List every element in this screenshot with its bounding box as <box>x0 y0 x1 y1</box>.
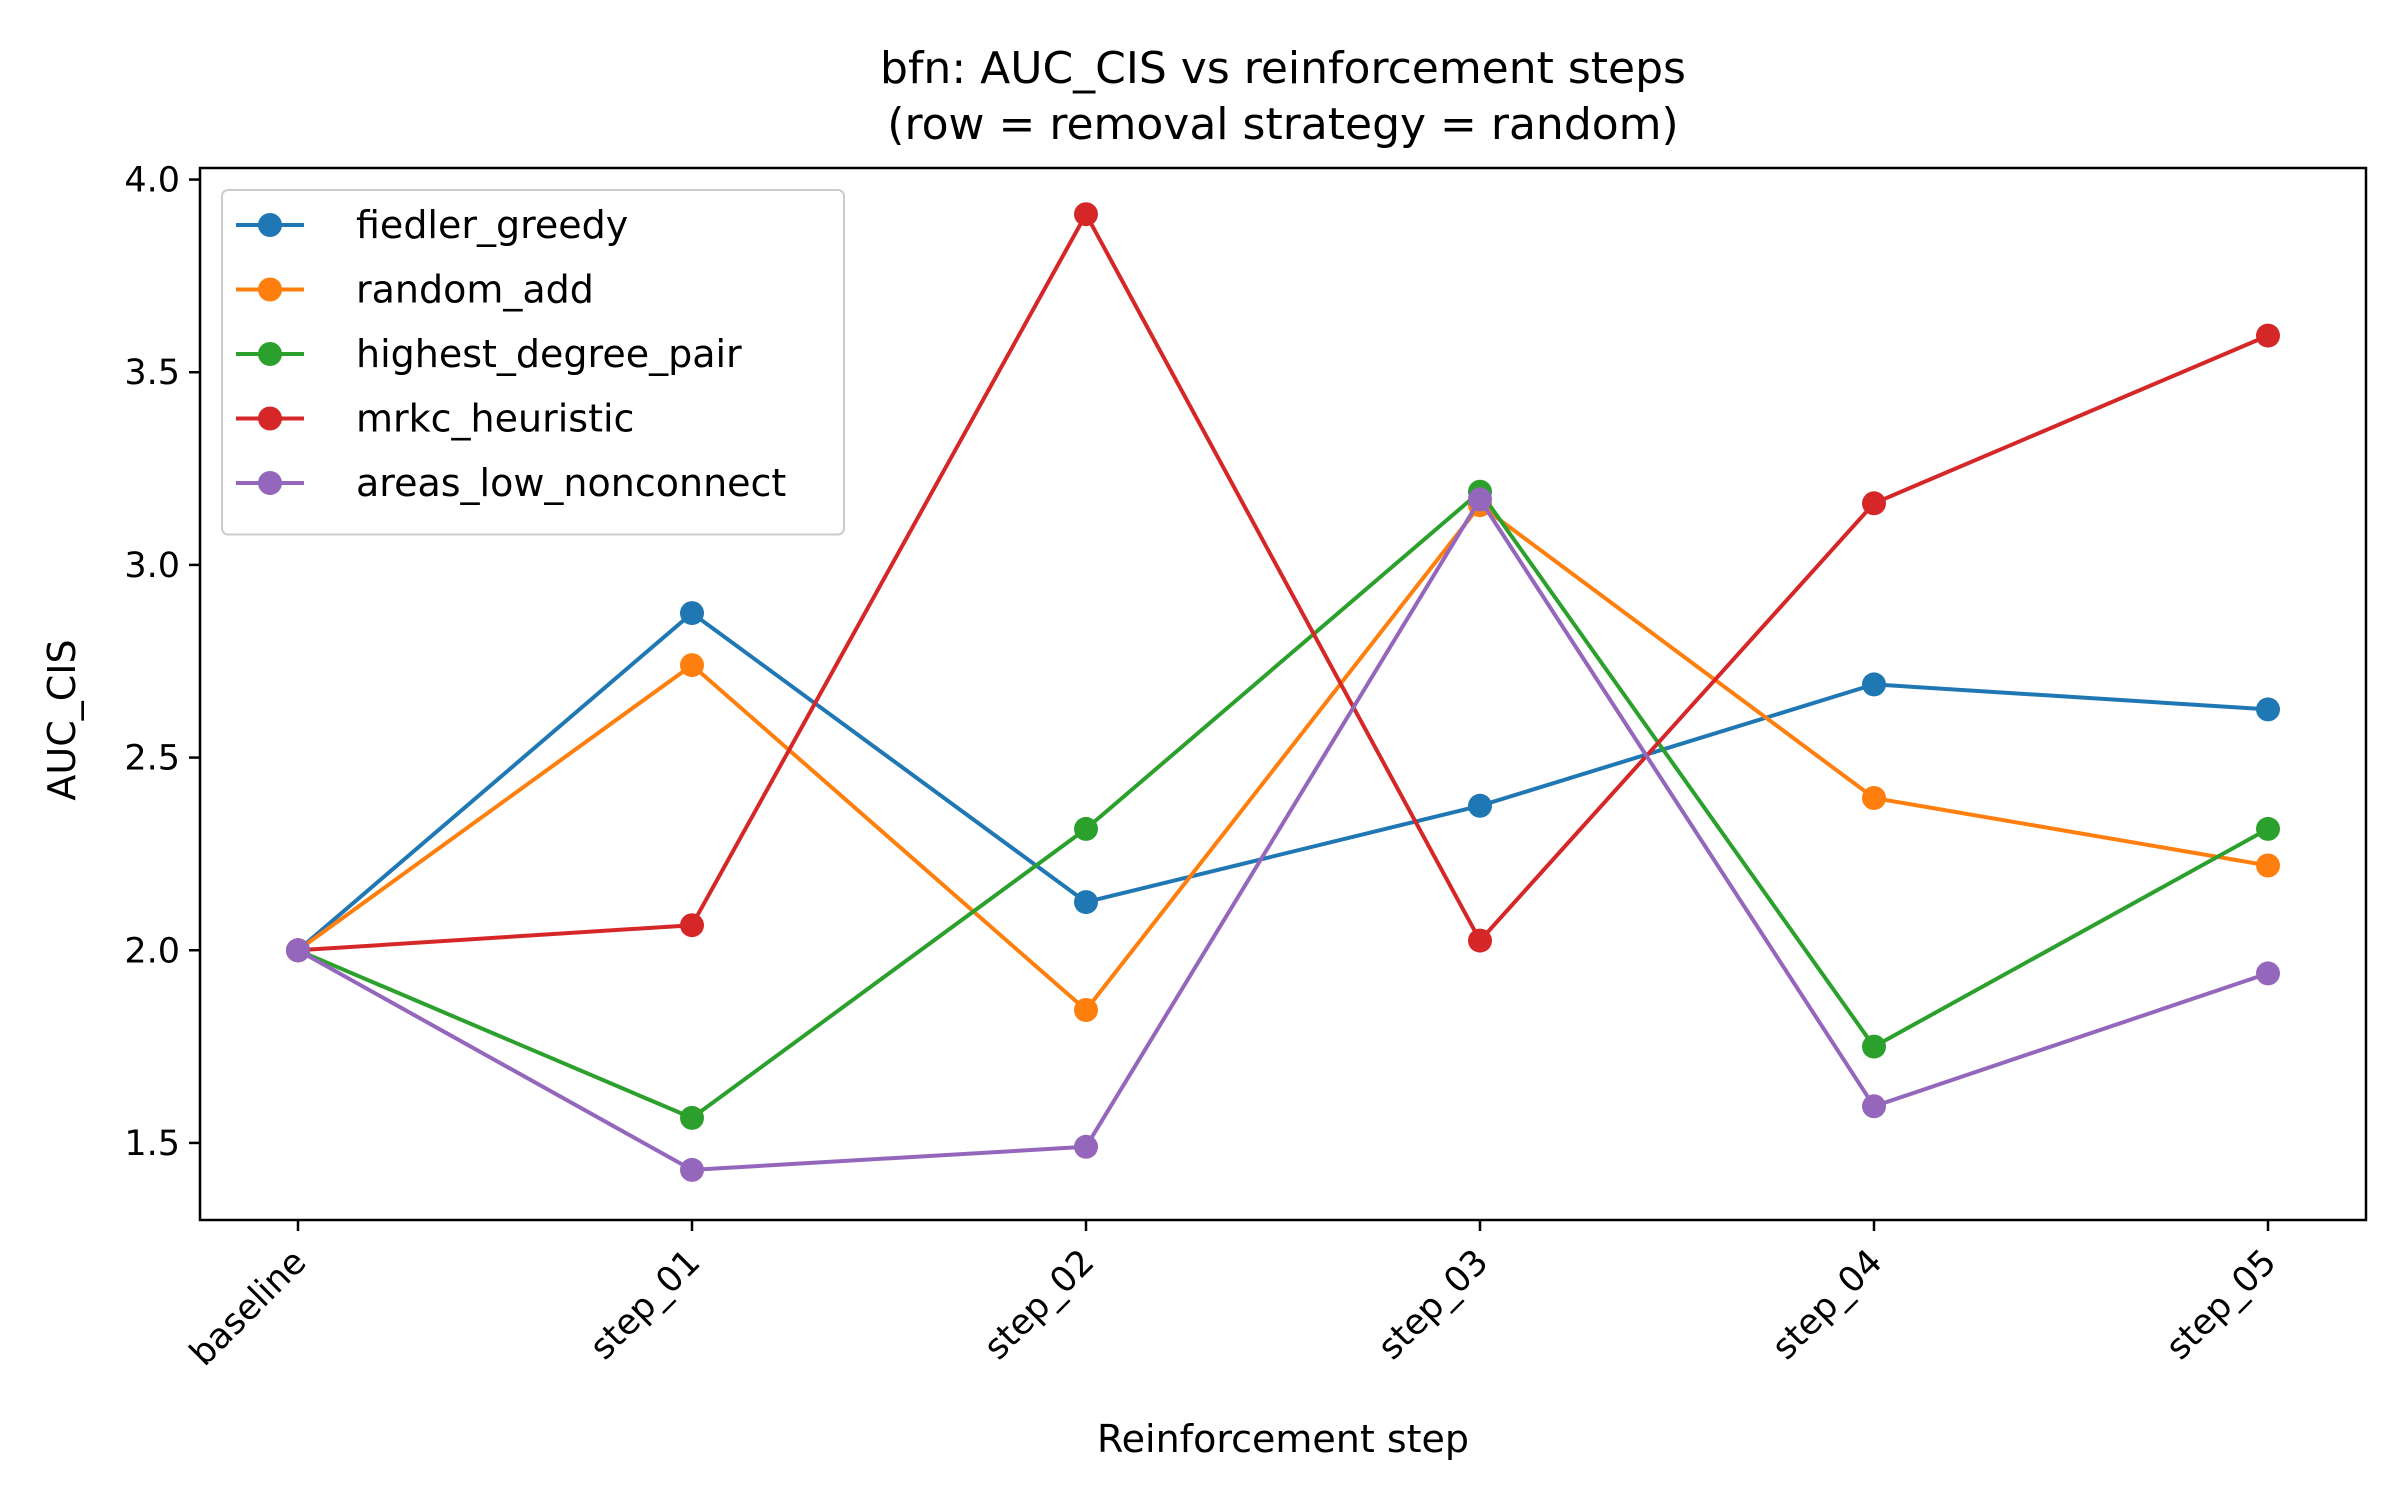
x-tick-label: step_05 <box>2159 1242 2285 1368</box>
legend-item-highest_degree_pair: highest_degree_pair <box>236 332 742 376</box>
legend-item-random_add: random_add <box>236 268 594 312</box>
chart-subtitle: (row = removal strategy = random) <box>887 99 1678 150</box>
data-point-highest_degree_pair-step_05 <box>2256 816 2280 841</box>
legend-label: mrkc_heuristic <box>356 397 634 441</box>
data-point-areas_low_nonconnect-step_02 <box>1074 1134 1098 1159</box>
y-tick-label: 3.5 <box>124 353 180 393</box>
data-point-mrkc_heuristic-step_03 <box>1468 928 1492 953</box>
data-point-random_add-step_05 <box>2256 853 2280 878</box>
data-point-areas_low_nonconnect-step_01 <box>680 1157 704 1182</box>
legend-box <box>221 189 845 536</box>
data-point-mrkc_heuristic-step_05 <box>2256 323 2280 348</box>
series-line-mrkc_heuristic <box>296 212 2270 953</box>
data-point-areas_low_nonconnect-baseline <box>286 938 310 963</box>
x-tick-label: step_02 <box>977 1242 1103 1368</box>
data-point-mrkc_heuristic-step_02 <box>1074 202 1098 227</box>
legend-label: fiedler_greedy <box>356 203 628 247</box>
x-tick-label: step_01 <box>583 1242 709 1368</box>
legend-label: areas_low_nonconnect <box>356 461 786 505</box>
legend-swatch-marker <box>258 406 282 431</box>
y-tick-label: 4.0 <box>124 161 180 201</box>
plot-frame <box>198 166 2368 1222</box>
x-tick-label: baseline <box>182 1242 314 1374</box>
series-fiedler_greedy <box>286 601 2280 963</box>
x-tick-label: step_03 <box>1371 1242 1497 1368</box>
y-tick-label: 2.0 <box>124 931 180 971</box>
data-point-mrkc_heuristic-step_04 <box>1862 491 1886 516</box>
chart-title: bfn: AUC_CIS vs reinforcement steps <box>880 43 1686 94</box>
legend-label: random_add <box>356 268 594 312</box>
series-line-fiedler_greedy <box>296 611 2270 953</box>
legend-swatch-marker <box>258 213 282 237</box>
data-point-areas_low_nonconnect-step_05 <box>2256 961 2280 986</box>
legend-item-areas_low_nonconnect: areas_low_nonconnect <box>236 461 786 505</box>
y-tick-label: 3.0 <box>124 546 180 586</box>
data-point-fiedler_greedy-step_03 <box>1468 793 1492 818</box>
y-tick-label: 2.5 <box>124 739 180 779</box>
data-point-random_add-step_01 <box>680 653 704 678</box>
plot-area <box>286 202 2280 1182</box>
data-point-highest_degree_pair-step_04 <box>1862 1034 1886 1059</box>
legend-item-fiedler_greedy: fiedler_greedy <box>236 203 628 247</box>
series-mrkc_heuristic <box>286 202 2280 963</box>
data-point-random_add-step_04 <box>1862 786 1886 810</box>
data-point-mrkc_heuristic-step_01 <box>680 913 704 938</box>
data-point-fiedler_greedy-step_05 <box>2256 697 2280 722</box>
data-point-highest_degree_pair-step_01 <box>680 1105 704 1130</box>
data-point-areas_low_nonconnect-step_04 <box>1862 1094 1886 1119</box>
series-line-random_add <box>296 503 2270 1012</box>
data-point-fiedler_greedy-step_02 <box>1074 890 1098 915</box>
data-point-highest_degree_pair-step_02 <box>1074 816 1098 841</box>
series-line-highest_degree_pair <box>296 489 2270 1120</box>
y-axis-label: AUC_CIS <box>40 639 84 800</box>
data-point-areas_low_nonconnect-step_03 <box>1468 487 1492 512</box>
x-axis-label: Reinforcement step <box>1097 1417 1469 1461</box>
legend-swatch-marker <box>258 342 282 366</box>
data-point-fiedler_greedy-step_01 <box>680 601 704 626</box>
series-line-areas_low_nonconnect <box>296 497 2270 1172</box>
y-tick-label: 1.5 <box>124 1124 180 1164</box>
series-random_add <box>286 493 2280 1022</box>
legend-label: highest_degree_pair <box>356 332 742 376</box>
series-areas_low_nonconnect <box>286 487 2280 1182</box>
legend: fiedler_greedy random_add highest_degree_p… <box>221 189 845 536</box>
legend-swatch-marker <box>258 471 282 495</box>
data-point-fiedler_greedy-step_04 <box>1862 672 1886 697</box>
legend-swatch-marker <box>258 277 282 302</box>
legend-item-mrkc_heuristic: mrkc_heuristic <box>236 397 634 441</box>
data-point-random_add-step_02 <box>1074 998 1098 1022</box>
x-tick-label: step_04 <box>1765 1242 1891 1368</box>
